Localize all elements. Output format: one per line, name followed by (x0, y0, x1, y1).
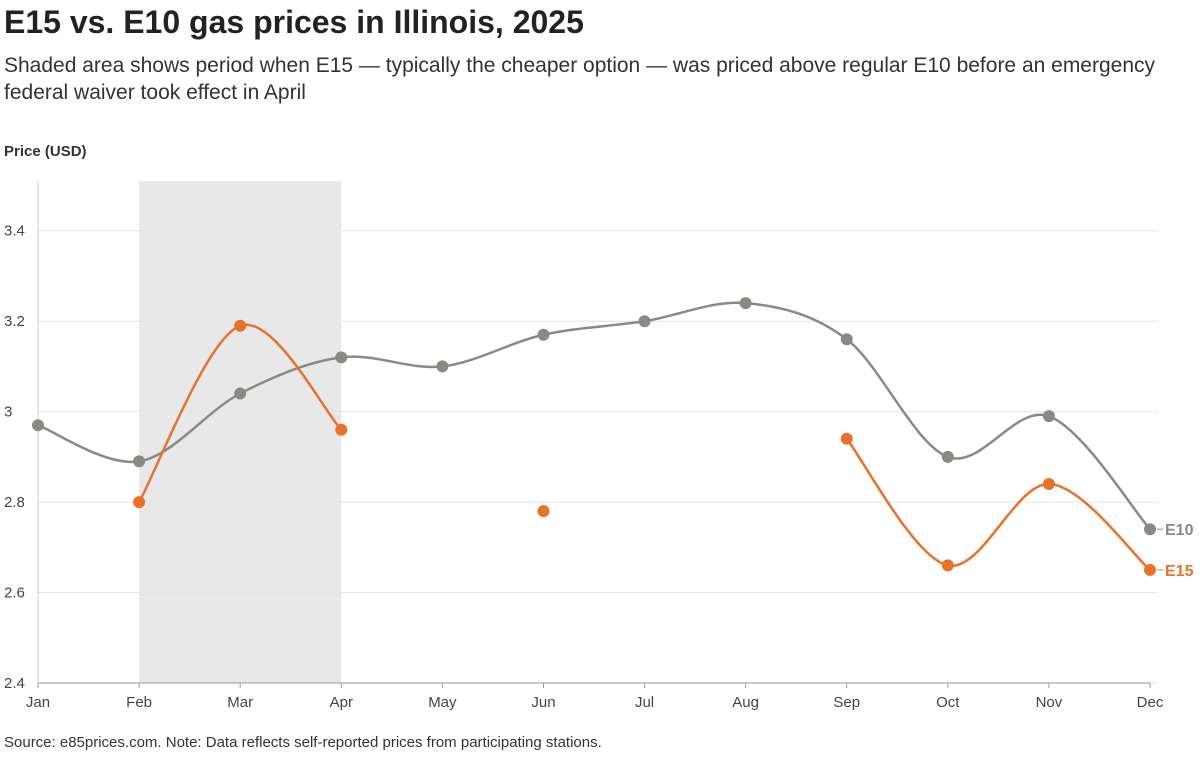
y-tick-label: 2.6 (4, 585, 25, 602)
y-tick-label: 3.4 (4, 223, 25, 240)
data-point-e10 (436, 360, 449, 373)
data-point-e15 (1144, 563, 1156, 576)
data-point-e15 (133, 496, 146, 509)
y-tick-label: 2.4 (4, 675, 25, 692)
data-point-e15 (335, 423, 348, 436)
x-tick-label: Nov (1036, 694, 1063, 711)
data-point-e10 (537, 328, 550, 341)
data-point-e10 (133, 455, 146, 468)
series-line-e15 (845, 438, 1151, 571)
data-point-e10 (1144, 523, 1156, 536)
chart-subtitle: Shaded area shows period when E15 — typi… (4, 54, 1156, 104)
x-tick-label: Feb (126, 694, 152, 711)
data-point-e15 (537, 505, 550, 518)
y-tick-label: 2.8 (4, 494, 25, 511)
x-tick-label: Dec (1137, 694, 1164, 711)
data-point-e10 (1042, 410, 1055, 423)
x-tick-label: Sep (833, 694, 860, 711)
x-tick-label: Jan (26, 694, 50, 711)
y-tick-label: 3 (4, 404, 12, 421)
data-point-e10 (840, 333, 853, 346)
chart-title: E15 vs. E10 gas prices in Illinois, 2025 (4, 4, 584, 40)
data-point-e15 (941, 559, 954, 572)
data-point-e10 (32, 419, 44, 432)
series-line-e10 (37, 301, 1151, 531)
data-point-e10 (739, 297, 752, 310)
data-point-e10 (638, 315, 651, 328)
series-label-e15: E15 (1165, 563, 1194, 580)
data-point-e10 (234, 387, 247, 400)
y-axis-label: Price (USD) (4, 143, 87, 160)
source-note: Source: e85prices.com. Note: Data reflec… (4, 734, 602, 751)
data-point-e10 (335, 351, 348, 364)
shaded-period (139, 181, 342, 683)
x-tick-label: Apr (330, 694, 353, 711)
data-point-e15 (234, 319, 247, 332)
series-label-e10: E10 (1165, 522, 1194, 539)
x-tick-label: May (428, 694, 457, 711)
x-tick-label: Aug (732, 694, 759, 711)
y-tick-label: 3.2 (4, 313, 25, 330)
x-tick-label: Oct (936, 694, 960, 711)
x-tick-label: Jul (635, 694, 654, 711)
data-point-e10 (941, 450, 954, 463)
data-point-e15 (840, 432, 853, 445)
x-tick-label: Mar (227, 694, 253, 711)
x-tick-label: Jun (531, 694, 555, 711)
data-point-e15 (1042, 478, 1055, 491)
